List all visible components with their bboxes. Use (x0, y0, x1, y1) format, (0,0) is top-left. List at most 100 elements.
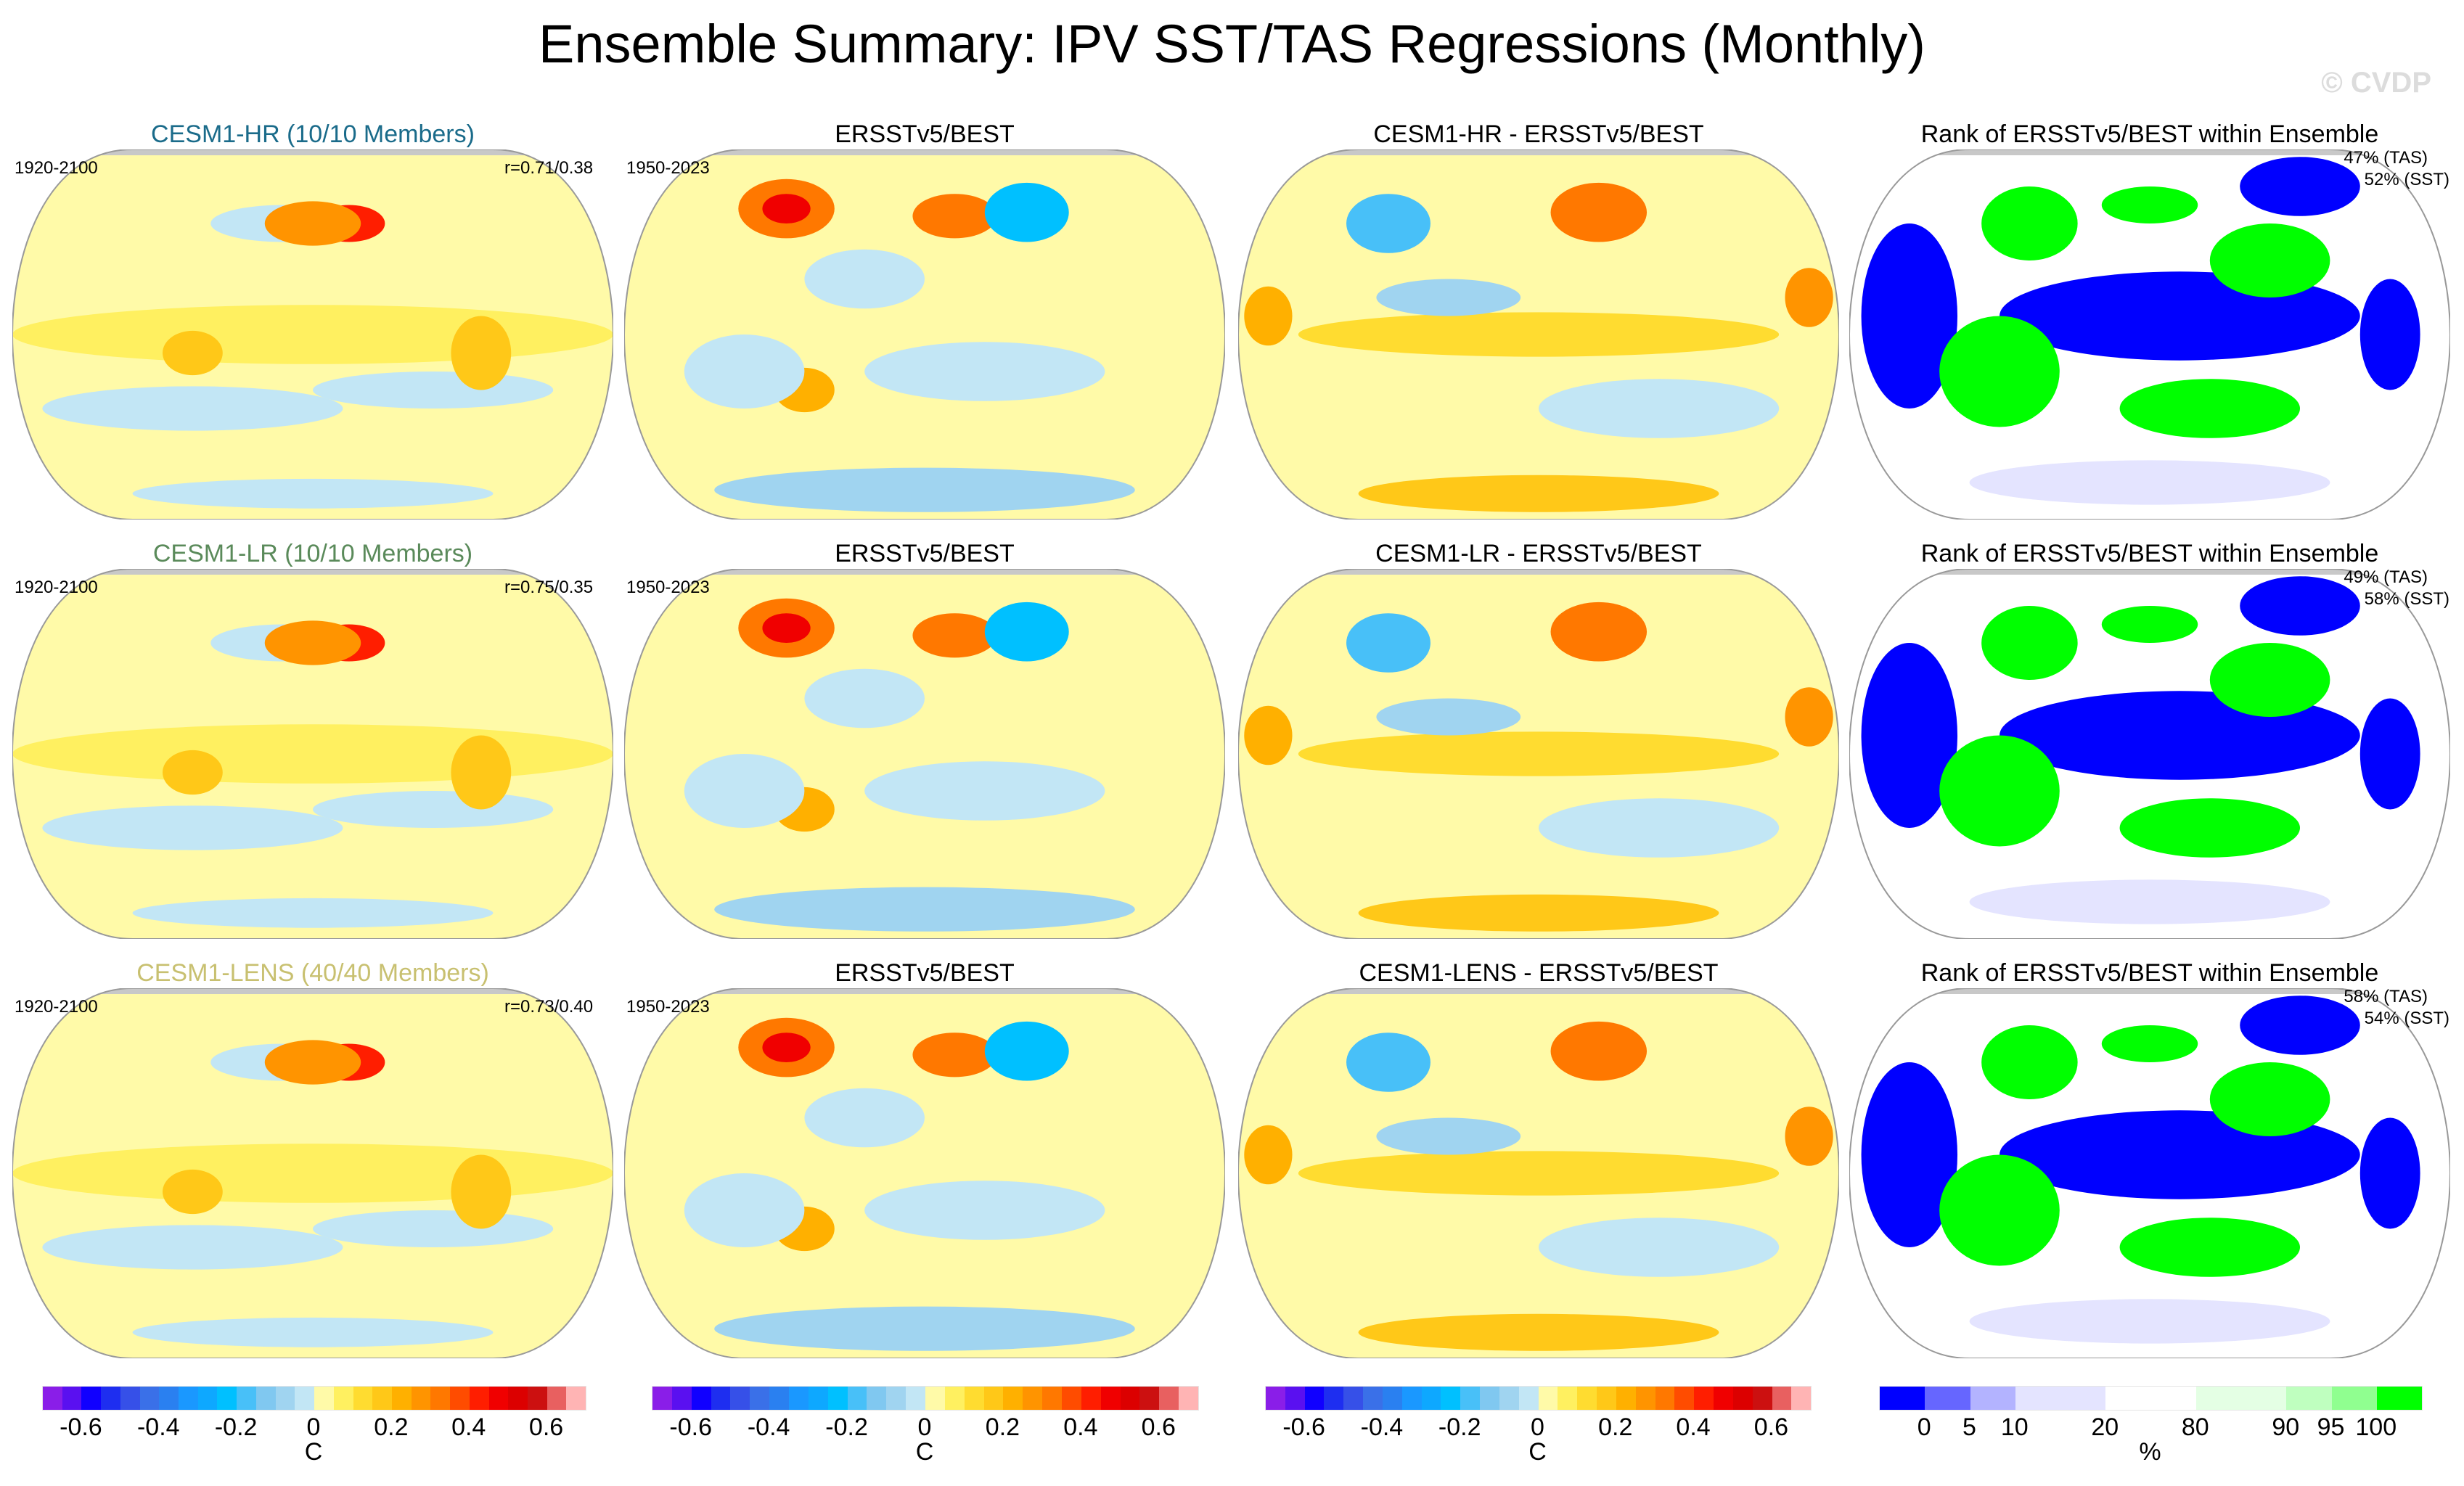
obs-period: 1950-2023 (626, 578, 710, 597)
map-field-region (912, 1033, 997, 1077)
rank-colorbar-tick-label: 90 (2272, 1413, 2300, 1441)
colorbar-swatch (1655, 1387, 1675, 1410)
obs-panel-title: ERSSTv5/BEST (835, 120, 1015, 148)
colorbar-swatch (62, 1387, 82, 1410)
colorbar-unit: C (915, 1438, 934, 1466)
map-field-region (1939, 1154, 2060, 1266)
colorbar-swatch (1441, 1387, 1461, 1410)
model-panel-title: CESM1-LR (10/10 Members) (152, 540, 473, 567)
map-field-region (2240, 157, 2360, 216)
diff-map (1238, 149, 1839, 520)
map-field-region (1376, 1117, 1521, 1155)
colorbar-swatch (1970, 1387, 2015, 1410)
colorbar-swatch (508, 1387, 528, 1410)
colorbar-swatch (1518, 1387, 1539, 1410)
map-field-region (264, 620, 361, 665)
regression-colorbar (1265, 1386, 1812, 1411)
colorbar-swatch (1538, 1387, 1558, 1410)
map-field-region (1298, 312, 1780, 357)
map-field-region (1244, 286, 1293, 346)
colorbar-swatch (789, 1387, 809, 1410)
colorbar-swatch (333, 1387, 353, 1410)
obs-map (624, 149, 1225, 520)
rank-colorbar-unit: % (2139, 1438, 2161, 1466)
map-field-region (2209, 1062, 2330, 1136)
colorbar-swatch (2015, 1387, 2106, 1410)
colorbar-swatch (1003, 1387, 1023, 1410)
colorbar-tick-label: -0.6 (60, 1413, 102, 1441)
rank-sst: 58% (SST) (2364, 589, 2449, 609)
map-field-region (132, 1317, 494, 1347)
colorbar-swatch (1304, 1387, 1325, 1410)
map-field-region (2359, 279, 2420, 390)
colorbar-swatch (1674, 1387, 1695, 1410)
map-field-region (312, 372, 554, 409)
colorbar-swatch (964, 1387, 984, 1410)
colorbar-swatch (983, 1387, 1004, 1410)
map-field-region (684, 754, 805, 828)
map-field-region (264, 1040, 361, 1085)
map-field-region (2101, 186, 2198, 223)
colorbar-swatch (711, 1387, 731, 1410)
colorbar-swatch (527, 1387, 547, 1410)
map-field-region (912, 194, 997, 239)
map-field-region (804, 249, 925, 309)
colorbar-tick-label: 0.4 (1063, 1413, 1098, 1441)
map-field-region (1785, 268, 1833, 327)
map-field-region (714, 467, 1135, 512)
map-field-region (2119, 379, 2300, 438)
colorbar-tick-label: -0.4 (136, 1413, 180, 1441)
colorbar-tick-label: 0.6 (1141, 1413, 1176, 1441)
colorbar-swatch (1694, 1387, 1714, 1410)
map-field-region (2101, 606, 2198, 643)
colorbar-swatch (1616, 1387, 1636, 1410)
rank-colorbar-tick-label: 20 (2091, 1413, 2119, 1441)
diff-map (1238, 988, 1839, 1358)
colorbar-tick-label: -0.4 (1360, 1413, 1404, 1441)
colorbar-swatch (750, 1387, 770, 1410)
regression-colorbar (42, 1386, 586, 1411)
map-field-region (2240, 996, 2360, 1055)
map-field-region (1939, 316, 2060, 427)
colorbar-tick-label: -0.2 (825, 1413, 868, 1441)
watermark: © CVDP (2321, 67, 2431, 99)
colorbar-swatch (1635, 1387, 1655, 1410)
model-period: 1920-2100 (15, 997, 98, 1017)
map-field-region (163, 750, 223, 795)
colorbar-swatch (827, 1387, 848, 1410)
map-field-region (2209, 643, 2330, 717)
map-field-region (1346, 1033, 1430, 1092)
colorbar-swatch (691, 1387, 711, 1410)
colorbar-swatch (120, 1387, 140, 1410)
map-field-region (1861, 223, 1958, 409)
rank-panel-title: Rank of ERSSTv5/BEST within Ensemble (1920, 959, 2379, 987)
colorbar-tick-label: 0 (917, 1413, 932, 1441)
map-outline (1849, 149, 2450, 520)
diff-panel-title: CESM1-LR - ERSSTv5/BEST (1375, 540, 1702, 567)
map-field-region (1346, 613, 1430, 673)
map-field-region (1376, 279, 1521, 316)
colorbar-swatch (808, 1387, 828, 1410)
colorbar-swatch (1499, 1387, 1519, 1410)
colorbar-tick-label: 0.4 (1676, 1413, 1711, 1441)
map-field-region (912, 613, 997, 658)
colorbar-swatch (2195, 1387, 2287, 1410)
colorbar-swatch (255, 1387, 276, 1410)
rank-colorbar-tick-label: 100 (2355, 1413, 2397, 1441)
rank-tas: 47% (TAS) (2344, 148, 2428, 168)
map-field-region (2101, 1025, 2198, 1062)
map-field-region (163, 330, 223, 376)
map-field-region (984, 182, 1069, 242)
map-field-region (42, 1225, 343, 1270)
colorbar-swatch (1343, 1387, 1364, 1410)
rank-tas: 49% (TAS) (2344, 567, 2428, 587)
colorbar-swatch (652, 1387, 672, 1410)
colorbar-swatch (81, 1387, 102, 1410)
colorbar-swatch (566, 1387, 586, 1410)
rank-panel-title: Rank of ERSSTv5/BEST within Ensemble (1920, 540, 2379, 567)
colorbar-swatch (1081, 1387, 1101, 1410)
colorbar-swatch (1363, 1387, 1383, 1410)
rank-map (1849, 569, 2450, 939)
map-field-region (864, 1181, 1105, 1240)
model-panel-title: CESM1-LENS (40/40 Members) (136, 959, 489, 987)
